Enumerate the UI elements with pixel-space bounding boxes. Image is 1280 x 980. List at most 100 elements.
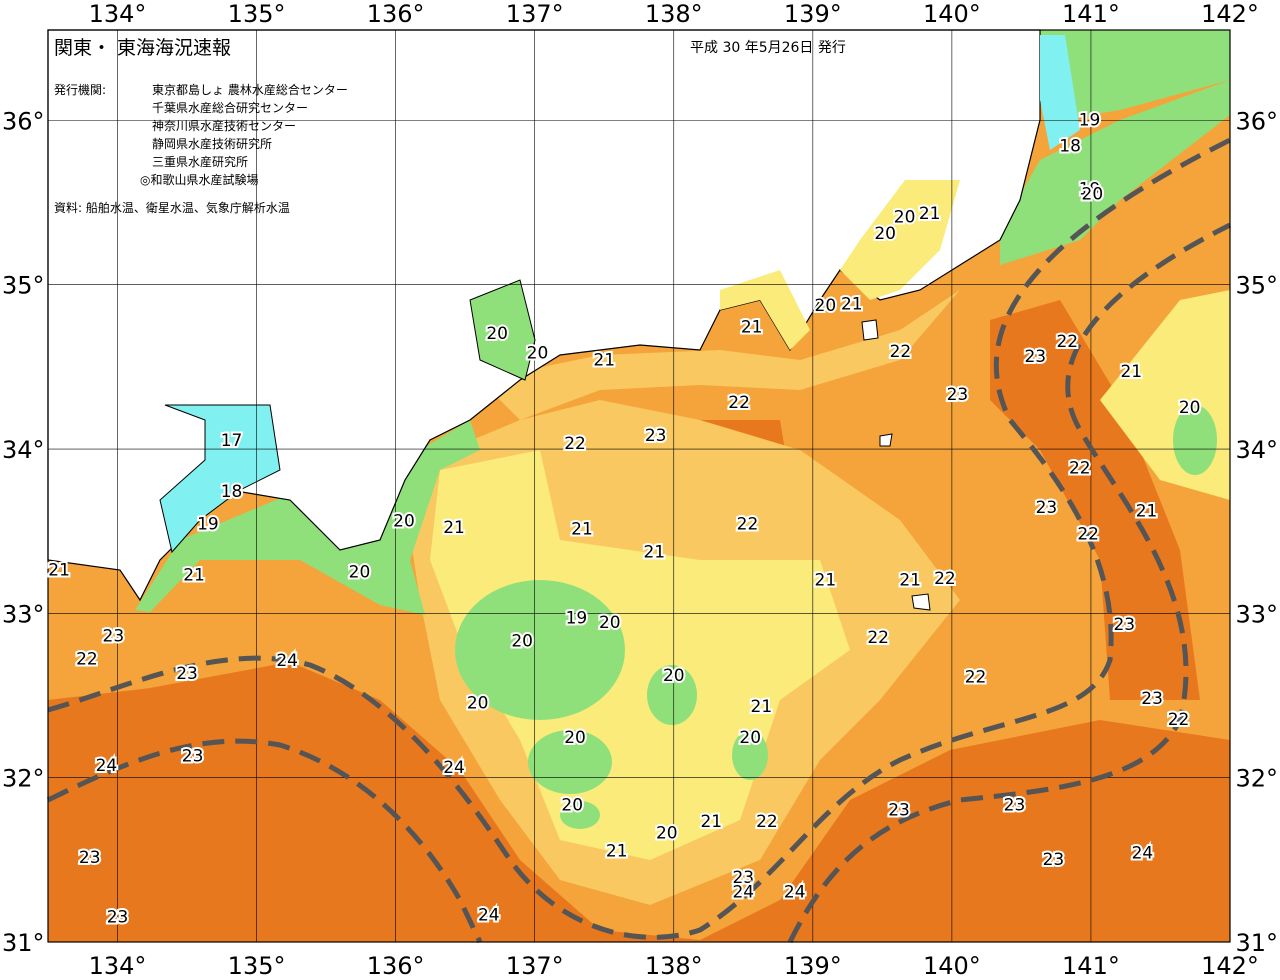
temperature-label: 23 — [1141, 689, 1163, 709]
temperature-label: 22 — [728, 393, 750, 413]
temperature-label: 19 — [1079, 179, 1101, 199]
cold-patch — [647, 665, 697, 725]
lon-tick-label: 138° — [645, 0, 703, 28]
lat-tick-label: 32° — [2, 765, 45, 793]
temperature-label: 23 — [176, 664, 198, 684]
temperature-label: 20 — [656, 824, 678, 844]
lon-tick-label: 138° — [645, 952, 703, 980]
temperature-label: 22 — [1056, 332, 1078, 352]
temperature-label: 17 — [221, 431, 243, 451]
cold-patch — [1040, 30, 1230, 120]
bay — [1040, 35, 1080, 150]
mild-zone — [480, 290, 960, 420]
cold-patch — [528, 730, 612, 794]
temperature-label: 21 — [1120, 362, 1142, 382]
lon-tick-label: 137° — [506, 0, 564, 28]
current-line — [787, 222, 1232, 944]
current-axis — [46, 137, 1232, 944]
temperature-label: 20 — [815, 296, 837, 316]
temperature-label: 20 — [1179, 398, 1201, 418]
temperature-label: 21 — [183, 566, 205, 586]
bay — [469, 279, 536, 381]
temperature-label: 20 — [527, 344, 549, 364]
bay — [159, 404, 281, 554]
lon-tick-label: 141° — [1062, 0, 1120, 28]
lat-tick-label: 31° — [1235, 929, 1278, 957]
issuer: 千葉県水産総合研究センター — [152, 100, 308, 115]
temperature-label: 20 — [1082, 184, 1104, 204]
temperature-label: 22 — [1168, 710, 1190, 730]
issuer: 静岡県水産技術研究所 — [152, 136, 272, 151]
temperature-label: 20 — [349, 562, 371, 582]
warm-zone — [48, 662, 1230, 942]
temperature-label: 20 — [486, 324, 508, 344]
temperature-label: 24 — [732, 883, 754, 903]
issuer: 東京都島しょ 農林水産総合センター — [152, 82, 348, 97]
current-line — [46, 738, 483, 944]
bay — [720, 270, 810, 350]
lon-tick-label: 140° — [923, 0, 981, 28]
temperature-label: 21 — [815, 570, 837, 590]
lon-tick-label: 139° — [784, 952, 842, 980]
title: 関東・ 東海海況速報 — [54, 37, 231, 59]
temperature-label: 24 — [784, 883, 806, 903]
temperature-label: 20 — [663, 666, 685, 686]
issue-date: 平成 30 年5月26日 発行 — [690, 40, 846, 56]
lon-tick-label: 140° — [923, 952, 981, 980]
cold-patch — [455, 580, 625, 720]
temperature-label: 21 — [643, 543, 665, 563]
temperature-label: 23 — [107, 907, 129, 927]
temperature-label: 20 — [599, 613, 621, 633]
temperature-label: 20 — [874, 224, 896, 244]
temperature-label: 24 — [96, 756, 118, 776]
lat-tick-label: 34° — [2, 436, 45, 464]
issuer: ◎和歌山県水産試験場 — [140, 172, 258, 187]
lat-tick-label: 36° — [2, 107, 45, 135]
temperature-label: 24 — [478, 906, 500, 926]
bay — [840, 180, 960, 300]
cold-patch — [1000, 80, 1230, 265]
temperature-label: 23 — [947, 385, 969, 405]
lon-tick-label: 137° — [506, 952, 564, 980]
cold-patch — [560, 801, 600, 829]
current-line — [47, 137, 1232, 940]
temperature-label: 19 — [197, 515, 219, 535]
temperature-label: 21 — [443, 518, 465, 538]
lat-tick-label: 34° — [1235, 436, 1278, 464]
lat-tick-label: 36° — [1235, 107, 1278, 135]
temperature-label: 20 — [393, 511, 415, 531]
temperature-label: 22 — [564, 434, 586, 454]
temperature-label: 22 — [890, 342, 912, 362]
temperature-label: 22 — [1069, 459, 1091, 479]
cold-patch — [1173, 405, 1217, 475]
temperature-label: 21 — [700, 812, 722, 832]
issuer: 三重県水産研究所 — [152, 154, 248, 169]
temperature-label: 23 — [1113, 615, 1135, 635]
temperature-label: 24 — [443, 758, 465, 778]
temperature-label: 19 — [1079, 110, 1101, 130]
island — [861, 319, 879, 341]
temperature-label: 23 — [182, 746, 204, 766]
temperature-label: 21 — [593, 350, 615, 370]
temperature-label: 23 — [103, 626, 125, 646]
temperature-label: 21 — [1136, 501, 1158, 521]
temperature-label: 24 — [276, 651, 298, 671]
header: 関東・ 東海海況速報 平成 30 年5月26日 発行 発行機関: 東京都島しょ … — [54, 37, 846, 215]
temperature-label: 21 — [841, 294, 863, 314]
island — [911, 593, 931, 611]
lon-tick-label: 139° — [784, 0, 842, 28]
temperature-label: 21 — [919, 204, 941, 224]
lat-tick-label: 35° — [1235, 272, 1278, 300]
lat-tick-label: 31° — [2, 929, 45, 957]
lat-tick-label: 33° — [1235, 600, 1278, 628]
temperature-label: 22 — [965, 667, 987, 687]
temperature-label: 22 — [1077, 524, 1099, 544]
cold-patch — [732, 730, 768, 780]
temperature-label: 18 — [221, 482, 243, 502]
issuer: 神奈川県水産技術センター — [152, 118, 296, 133]
issuer-heading: 発行機関: — [54, 82, 106, 97]
temperature-label: 22 — [756, 812, 778, 832]
